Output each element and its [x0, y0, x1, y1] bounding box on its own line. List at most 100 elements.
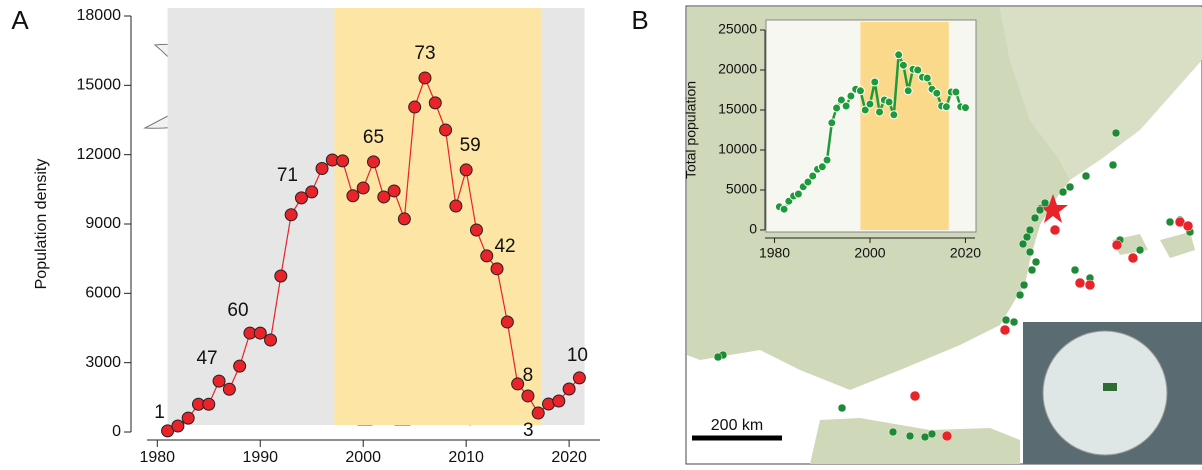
- y-tick-label: 15000: [718, 101, 757, 117]
- data-point: [827, 118, 837, 128]
- data-point: [941, 102, 951, 112]
- data-point: [562, 382, 576, 396]
- data-point: [212, 374, 226, 388]
- data-point: [480, 249, 494, 263]
- data-point: [428, 96, 442, 110]
- colony-dot: [1001, 315, 1011, 325]
- data-point: [500, 315, 514, 329]
- colony-dot: [1135, 245, 1145, 255]
- data-point: [367, 155, 380, 169]
- y-tick-label: 0: [749, 221, 757, 237]
- data-point: [233, 359, 247, 373]
- data-point: [346, 189, 360, 203]
- y-tick-label: 5000: [726, 181, 757, 197]
- data-point: [884, 97, 894, 107]
- data-point: [408, 100, 422, 114]
- data-point: [903, 86, 913, 96]
- data-point: [803, 177, 813, 187]
- x-tick-label: 2020: [551, 449, 587, 466]
- france: [1000, 7, 1202, 180]
- x-tick-label: 1980: [759, 245, 790, 261]
- colony-dot: [941, 430, 953, 442]
- colony-dot: [1030, 213, 1040, 223]
- globe-region: [1103, 383, 1117, 391]
- data-point: [808, 171, 818, 181]
- colony-dot: [713, 352, 723, 362]
- colony-dot: [1018, 239, 1028, 249]
- annotation: 60: [227, 300, 248, 321]
- colony-dot: [999, 324, 1011, 336]
- colony-dot: [1035, 205, 1045, 215]
- colony-dot: [1058, 187, 1068, 197]
- x-tick-label: 1990: [242, 449, 278, 466]
- colony-dot: [1022, 232, 1032, 242]
- data-point: [469, 223, 483, 237]
- shaded-span: [860, 22, 949, 230]
- y-axis-label: Total population: [683, 81, 699, 179]
- x-tick-label: 2000: [345, 449, 381, 466]
- data-point: [377, 190, 391, 204]
- north-africa: [810, 418, 1020, 464]
- scale-bar-label: 200 km: [711, 417, 763, 434]
- data-point: [894, 50, 904, 60]
- panel-label: B: [631, 5, 648, 35]
- y-tick-label: 3000: [85, 354, 121, 371]
- colony-dot: [1074, 277, 1086, 289]
- y-tick-label: 9000: [85, 215, 121, 232]
- data-point: [202, 397, 216, 411]
- colony-dot: [909, 390, 921, 402]
- colony-dot: [1031, 257, 1041, 267]
- colony-dot: [1111, 239, 1123, 251]
- colony-dot: [888, 427, 898, 437]
- x-tick-label: 2010: [448, 449, 484, 466]
- data-point: [865, 99, 875, 109]
- data-point: [397, 212, 411, 226]
- annotation: 47: [196, 348, 217, 369]
- colony-dot: [1009, 317, 1019, 327]
- data-point: [779, 204, 789, 214]
- data-point: [913, 65, 923, 75]
- data-point: [822, 155, 832, 165]
- annotation: 59: [460, 135, 481, 156]
- colony-dot: [1108, 160, 1118, 170]
- x-tick-label: 1980: [139, 449, 175, 466]
- data-point: [922, 73, 932, 83]
- data-point: [841, 101, 851, 111]
- colony-dot: [1165, 217, 1175, 227]
- annotation: 71: [277, 165, 298, 186]
- data-point: [284, 208, 298, 222]
- annotation: 10: [567, 345, 588, 366]
- colony-dot: [927, 429, 937, 439]
- colony-dot: [1040, 198, 1050, 208]
- data-point: [932, 88, 942, 98]
- data-point: [490, 262, 504, 276]
- data-point: [294, 191, 308, 205]
- globe: [1042, 330, 1168, 456]
- annotation: 65: [363, 127, 384, 148]
- data-point: [855, 86, 865, 96]
- colony-dot: [1081, 171, 1091, 181]
- data-point: [951, 87, 961, 97]
- data-point: [817, 162, 827, 172]
- data-point: [305, 185, 319, 199]
- annotation: 42: [494, 236, 515, 257]
- data-point: [832, 103, 842, 113]
- colony-dot: [1084, 279, 1096, 291]
- data-point: [418, 71, 432, 85]
- data-point: [181, 411, 195, 425]
- data-point: [356, 181, 370, 195]
- colony-dot: [1015, 290, 1025, 300]
- annotation: 3: [523, 420, 534, 441]
- y-tick-label: 25000: [718, 21, 757, 37]
- colony-dot: [1065, 182, 1075, 192]
- x-tick-label: 2020: [950, 245, 981, 261]
- data-point: [836, 95, 846, 105]
- colony-dot: [1027, 265, 1037, 275]
- y-axis-label: Population density: [33, 159, 50, 290]
- data-point: [274, 269, 288, 283]
- data-point: [264, 333, 278, 347]
- data-point: [387, 184, 401, 198]
- data-point: [898, 60, 908, 70]
